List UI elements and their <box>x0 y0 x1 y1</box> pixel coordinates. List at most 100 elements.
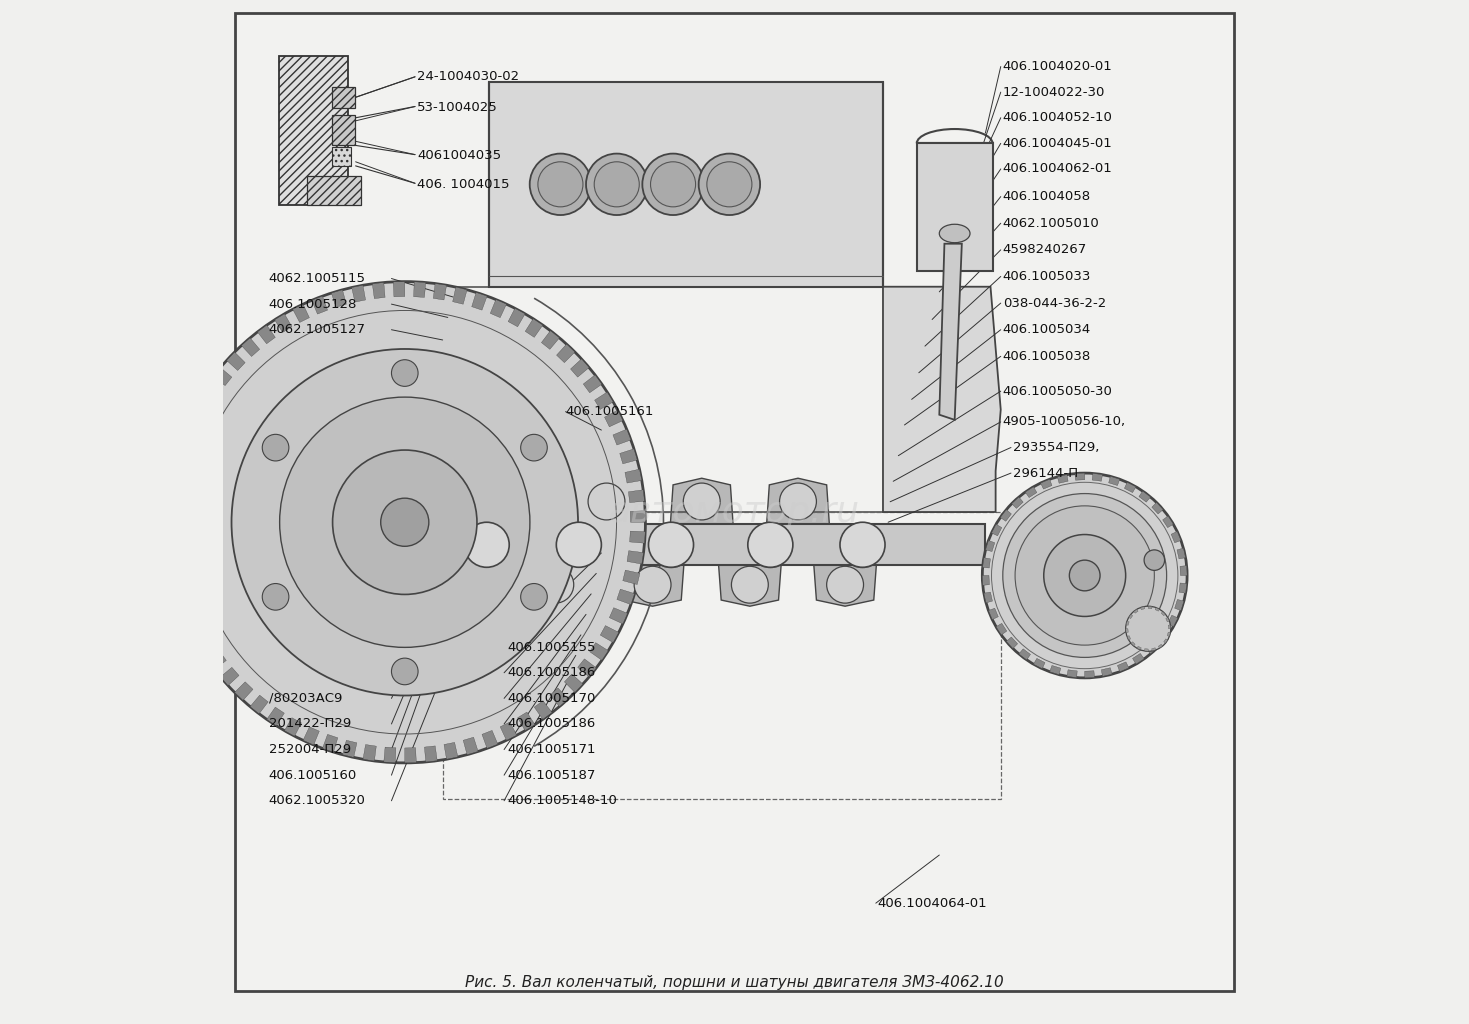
Polygon shape <box>1162 516 1174 527</box>
Polygon shape <box>557 344 574 362</box>
Text: 296144-П: 296144-П <box>1014 467 1078 479</box>
Polygon shape <box>574 478 639 545</box>
Polygon shape <box>1175 599 1184 610</box>
Polygon shape <box>610 607 627 624</box>
Polygon shape <box>624 469 642 483</box>
Bar <box>917 143 993 271</box>
Text: 406.1005170: 406.1005170 <box>507 692 595 705</box>
Polygon shape <box>383 748 397 763</box>
Circle shape <box>530 154 591 215</box>
Polygon shape <box>983 575 990 586</box>
Circle shape <box>648 522 693 567</box>
Polygon shape <box>984 592 993 603</box>
Text: 24-1004030-02: 24-1004030-02 <box>417 71 519 83</box>
Circle shape <box>780 483 817 520</box>
Text: 406. 1004015: 406. 1004015 <box>417 178 510 190</box>
Polygon shape <box>549 688 569 707</box>
Circle shape <box>536 566 574 603</box>
Polygon shape <box>394 282 405 297</box>
Polygon shape <box>1040 479 1052 489</box>
Circle shape <box>840 522 884 567</box>
Polygon shape <box>1109 476 1119 485</box>
Text: 406.1004064-01: 406.1004064-01 <box>878 897 987 909</box>
Polygon shape <box>1171 531 1181 543</box>
Text: 406.1005171: 406.1005171 <box>507 743 595 756</box>
Circle shape <box>232 349 577 695</box>
Polygon shape <box>235 682 253 700</box>
Polygon shape <box>285 718 301 736</box>
Circle shape <box>263 434 289 461</box>
Text: 406.1005187: 406.1005187 <box>507 769 595 781</box>
Circle shape <box>520 584 548 610</box>
Polygon shape <box>629 489 645 503</box>
Polygon shape <box>172 581 190 596</box>
Circle shape <box>332 451 477 594</box>
Circle shape <box>486 483 523 520</box>
Circle shape <box>1144 550 1165 570</box>
Polygon shape <box>414 282 426 297</box>
Polygon shape <box>166 480 182 494</box>
Circle shape <box>707 162 752 207</box>
Circle shape <box>279 397 530 647</box>
Bar <box>307 176 361 205</box>
Text: 4062.1005115: 4062.1005115 <box>269 272 366 285</box>
Polygon shape <box>564 674 583 692</box>
Circle shape <box>732 566 768 603</box>
Circle shape <box>683 483 720 520</box>
Polygon shape <box>668 478 734 545</box>
Polygon shape <box>241 338 260 356</box>
Text: 406.1004062-01: 406.1004062-01 <box>1003 163 1112 175</box>
Polygon shape <box>1161 611 1165 615</box>
Polygon shape <box>275 313 292 333</box>
Polygon shape <box>1144 648 1149 651</box>
Circle shape <box>983 473 1187 678</box>
Polygon shape <box>213 368 232 386</box>
Polygon shape <box>989 608 999 620</box>
Polygon shape <box>197 635 214 652</box>
Polygon shape <box>620 449 638 464</box>
Polygon shape <box>1025 486 1037 498</box>
Polygon shape <box>613 429 630 445</box>
Polygon shape <box>257 325 275 344</box>
Polygon shape <box>165 522 179 534</box>
Polygon shape <box>535 700 552 720</box>
Polygon shape <box>1146 643 1158 654</box>
Circle shape <box>464 522 510 567</box>
Polygon shape <box>351 286 366 302</box>
Polygon shape <box>463 737 477 755</box>
Circle shape <box>1125 606 1171 651</box>
Polygon shape <box>372 283 385 299</box>
Polygon shape <box>472 293 488 310</box>
Polygon shape <box>452 287 467 304</box>
Polygon shape <box>179 599 197 615</box>
Circle shape <box>557 522 601 567</box>
Polygon shape <box>1128 614 1133 618</box>
Polygon shape <box>1034 658 1044 669</box>
Text: 4062.1005320: 4062.1005320 <box>269 795 366 807</box>
Polygon shape <box>342 740 357 758</box>
Polygon shape <box>226 352 245 371</box>
Polygon shape <box>717 545 783 606</box>
Circle shape <box>1015 506 1155 645</box>
Text: 53-1004025: 53-1004025 <box>417 101 498 114</box>
Polygon shape <box>1134 609 1138 613</box>
Polygon shape <box>191 402 209 419</box>
Circle shape <box>651 162 696 207</box>
Polygon shape <box>187 617 206 634</box>
Text: 406.1005128: 406.1005128 <box>269 298 357 310</box>
Polygon shape <box>1158 630 1169 641</box>
Polygon shape <box>491 299 507 317</box>
Polygon shape <box>1168 625 1171 629</box>
Polygon shape <box>323 734 338 752</box>
Polygon shape <box>1131 642 1136 646</box>
Polygon shape <box>605 411 623 427</box>
Polygon shape <box>1166 617 1169 622</box>
Text: 252004-П29: 252004-П29 <box>269 743 351 756</box>
Polygon shape <box>1180 583 1187 593</box>
Circle shape <box>586 154 648 215</box>
Text: автомотор.ru: автомотор.ru <box>610 495 859 529</box>
Polygon shape <box>992 524 1002 536</box>
Text: 406.1005160: 406.1005160 <box>269 769 357 781</box>
Text: 12-1004022-30: 12-1004022-30 <box>1003 86 1105 98</box>
Polygon shape <box>1152 648 1156 651</box>
